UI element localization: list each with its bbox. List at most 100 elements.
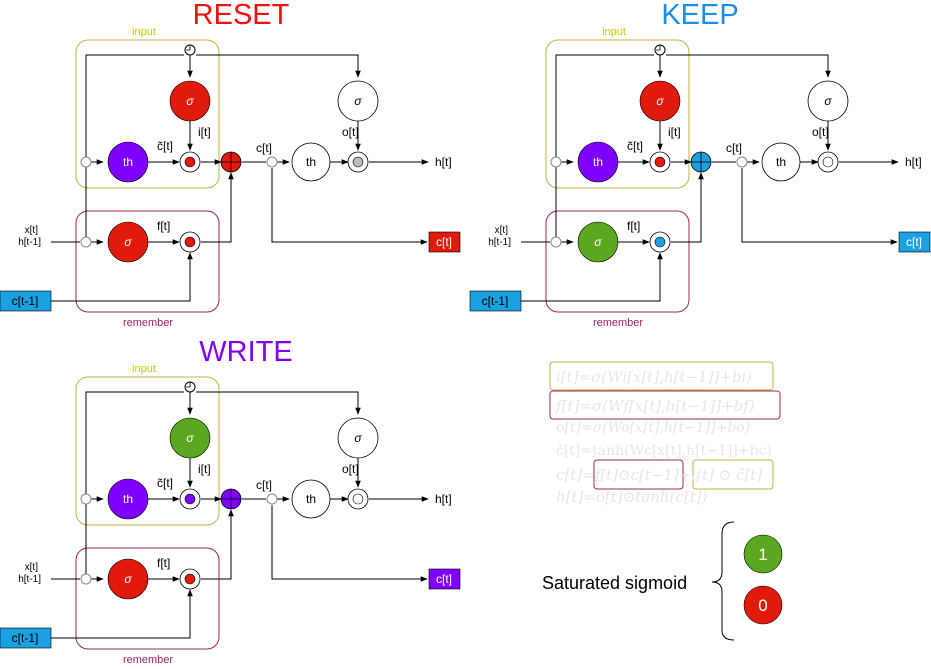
cell-output-box — [428, 231, 461, 253]
forget-sigmoid-symbol: σ — [594, 235, 602, 249]
candidate-tanh-node — [577, 141, 619, 183]
input-gate-box — [75, 39, 220, 189]
cell-output-label: c[t] — [436, 235, 452, 249]
equation-c-bar: c̄[t]=tanh(Wc[x[t],h[t−1]]+bc) — [556, 443, 772, 459]
forget-gate-label: f[t] — [157, 219, 170, 233]
panel-keep: KEEP input remember σ σ th σ th c̃[t] i[t] f[t] o[… — [469, 0, 931, 329]
input-h-prev-label: h[t-1] — [488, 237, 511, 248]
output-sigmoid-gate — [807, 80, 849, 122]
equation-c: c[t]=f[t]⊙c[t−1]+i[t] ⊙ c̄[t] — [556, 466, 762, 484]
output-sigmoid-gate — [337, 417, 379, 459]
output-sigmoid-gate — [337, 80, 379, 122]
panel-reset: RESET input remember σ σ th σ th c̃[t] i[t] f[t] o… — [0, 0, 461, 329]
cell-state-label: c[t] — [726, 141, 742, 155]
cell-output-box — [898, 231, 931, 253]
hidden-output-label: h[t] — [435, 492, 452, 506]
candidate-tanh-node — [107, 141, 149, 183]
input-gate-label: i[t] — [198, 125, 211, 139]
panel-title: RESET — [193, 0, 290, 31]
split-node-mark — [186, 45, 191, 51]
cell-output-box — [428, 568, 461, 590]
input-label: input — [132, 363, 156, 375]
prev-cell-box — [0, 290, 52, 312]
connector-lines — [521, 50, 899, 302]
remember-gate-box — [75, 210, 220, 313]
output-multiply-node-dot — [352, 156, 364, 168]
equation-fc-highlight — [593, 459, 684, 490]
candidate-label: c̃[t] — [157, 476, 173, 490]
hidden-output-label: h[t] — [435, 155, 452, 169]
candidate-label: c̃[t] — [627, 139, 643, 153]
equation-i: i[t]=σ(Wi[x[t],h[t−1]]+bi) — [556, 368, 752, 386]
input-sigmoid-symbol: σ — [656, 94, 664, 108]
legend-zero-label: 0 — [758, 596, 767, 615]
forget-multiply-node-dot — [184, 573, 196, 585]
input-x-label: x[t] — [25, 562, 39, 573]
cell-state-label: c[t] — [256, 141, 272, 155]
output-tanh-label: th — [776, 155, 786, 169]
prev-cell-label: c[t-1] — [12, 294, 39, 308]
split-node-mark — [186, 382, 191, 388]
junction-dot — [736, 156, 748, 168]
prev-cell-label: c[t-1] — [482, 294, 509, 308]
forget-sigmoid-gate — [107, 221, 149, 263]
equation-h: h[t]=o[t]⊙tanh(c[t]) — [556, 488, 708, 506]
candidate-tanh-node — [107, 478, 149, 520]
equation-ic-highlight — [692, 459, 774, 490]
junction-dot — [80, 493, 92, 505]
candidate-tanh-label: th — [123, 492, 133, 506]
legend-zero-circle — [743, 585, 783, 625]
forget-sigmoid-gate — [107, 558, 149, 600]
remember-label: remember — [123, 317, 173, 329]
legend-brace — [711, 521, 735, 641]
input-sigmoid-gate — [169, 417, 211, 459]
forget-multiply-node-dot — [654, 236, 666, 248]
cell-state-label: c[t] — [256, 478, 272, 492]
output-sigmoid-symbol: σ — [824, 94, 832, 108]
legend-one-label: 1 — [758, 545, 767, 564]
sum-node-cross — [221, 489, 241, 509]
connector-lines — [51, 50, 429, 302]
remember-gate-box — [545, 210, 690, 313]
connector-lines — [51, 387, 429, 639]
saturated-sigmoid-legend: Saturated sigmoid 1 0 — [542, 521, 783, 641]
panel-title: KEEP — [661, 0, 738, 31]
remember-label: remember — [593, 317, 643, 329]
input-label: input — [132, 26, 156, 38]
input-sigmoid-gate — [169, 80, 211, 122]
output-tanh-label: th — [306, 492, 316, 506]
output-sigmoid-symbol: σ — [354, 94, 362, 108]
prev-cell-box — [0, 627, 52, 649]
input-h-prev-label: h[t-1] — [18, 574, 41, 585]
input-multiply-node-dot — [184, 493, 196, 505]
equations-block: i[t]=σ(Wi[x[t],h[t−1]]+bi) f[t]=σ(Wf[x[t… — [549, 361, 781, 506]
equation-i-highlight — [549, 361, 774, 391]
output-tanh-node — [291, 479, 331, 519]
output-sigmoid-symbol: σ — [354, 431, 362, 445]
input-gate-box — [545, 39, 690, 189]
prev-cell-box — [469, 290, 522, 312]
panel-title: WRITE — [199, 336, 292, 368]
input-gate-label: i[t] — [668, 125, 681, 139]
candidate-tanh-label: th — [123, 155, 133, 169]
legend-one-circle — [743, 534, 783, 574]
equation-f: f[t]=σ(Wf[x[t],h[t−1]]+bf) — [555, 397, 755, 415]
legend-label: Saturated sigmoid — [542, 573, 687, 593]
input-sigmoid-symbol: σ — [186, 431, 194, 445]
split-node-mark — [656, 45, 661, 51]
output-tanh-node — [761, 142, 801, 182]
equation-f-highlight — [549, 390, 781, 420]
junction-dot — [80, 573, 92, 585]
remember-gate-box — [75, 547, 220, 650]
cell-output-label: c[t] — [906, 235, 922, 249]
forget-gate-label: f[t] — [157, 556, 170, 570]
input-h-prev-label: h[t-1] — [18, 237, 41, 248]
input-label: input — [602, 26, 626, 38]
junction-dot — [80, 156, 92, 168]
forget-gate-label: f[t] — [627, 219, 640, 233]
forget-sigmoid-gate — [577, 221, 619, 263]
input-x-label: x[t] — [495, 225, 509, 236]
junction-dot — [80, 236, 92, 248]
junction-dot — [550, 236, 562, 248]
